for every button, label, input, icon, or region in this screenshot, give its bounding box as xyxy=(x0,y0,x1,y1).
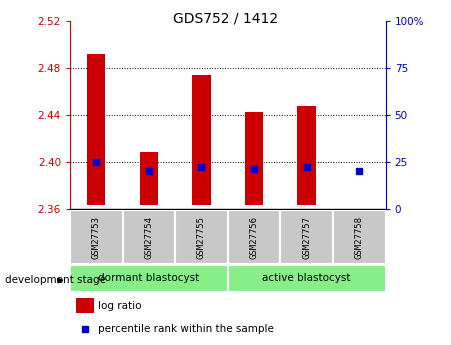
Text: percentile rank within the sample: percentile rank within the sample xyxy=(98,324,274,334)
Text: GSM27756: GSM27756 xyxy=(249,216,258,259)
Bar xyxy=(298,107,316,205)
Bar xyxy=(123,210,175,264)
Text: GSM27753: GSM27753 xyxy=(92,216,101,259)
Text: GSM27757: GSM27757 xyxy=(302,216,311,259)
Bar xyxy=(70,265,228,292)
Bar xyxy=(281,210,333,264)
Text: dormant blastocyst: dormant blastocyst xyxy=(98,273,199,283)
Bar xyxy=(87,53,106,205)
Bar xyxy=(76,298,94,313)
Bar xyxy=(245,112,263,205)
Text: log ratio: log ratio xyxy=(98,301,142,311)
Text: GSM27755: GSM27755 xyxy=(197,216,206,259)
Bar xyxy=(333,210,386,264)
Bar xyxy=(192,75,211,205)
Text: active blastocyst: active blastocyst xyxy=(262,273,351,283)
Text: GSM27754: GSM27754 xyxy=(144,216,153,259)
Bar xyxy=(228,210,281,264)
Bar xyxy=(70,210,123,264)
Bar xyxy=(140,152,158,205)
Bar xyxy=(228,265,386,292)
Text: GDS752 / 1412: GDS752 / 1412 xyxy=(173,11,278,25)
Text: development stage: development stage xyxy=(5,276,106,285)
Bar xyxy=(175,210,228,264)
Text: GSM27758: GSM27758 xyxy=(355,216,364,259)
